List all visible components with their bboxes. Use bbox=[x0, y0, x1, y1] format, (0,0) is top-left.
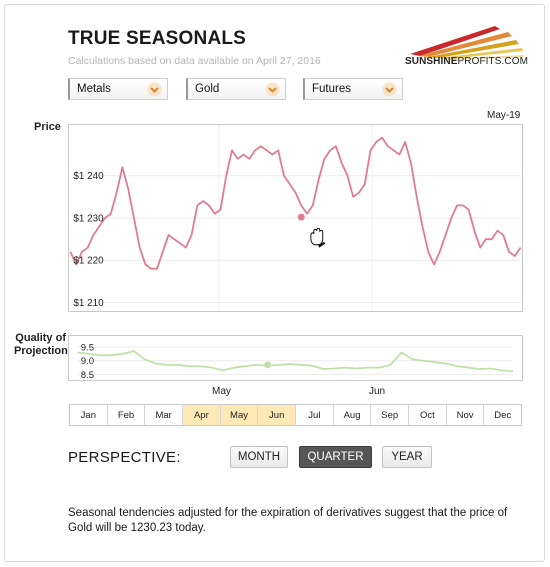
month-apr[interactable]: Apr bbox=[183, 405, 221, 425]
hand-cursor-icon bbox=[310, 227, 326, 248]
quarter-perspective-button[interactable]: QUARTER bbox=[299, 446, 372, 468]
logo-text: SUNSHINEPROFITS.COM bbox=[405, 56, 528, 67]
quality-chart-label: Quality of Projection bbox=[14, 332, 68, 358]
month-jan[interactable]: Jan bbox=[70, 405, 108, 425]
perspective-label: PERSPECTIVE: bbox=[68, 449, 181, 466]
month-jun[interactable]: Jun bbox=[258, 405, 297, 425]
forecast-description: Seasonal tendencies adjusted for the exp… bbox=[68, 507, 508, 534]
price-chart-label: Price bbox=[34, 121, 61, 133]
quality-tick-label: 8.5 bbox=[81, 370, 94, 381]
month-perspective-button[interactable]: MONTH bbox=[230, 446, 288, 468]
logo-brand-light: PROFITS.COM bbox=[457, 56, 529, 67]
price-chart[interactable]: $1 210 $1 220 $1 230 $1 240 bbox=[68, 124, 523, 312]
chevron-down-icon bbox=[382, 82, 397, 97]
sunshine-profits-logo[interactable] bbox=[400, 18, 525, 73]
sun-rays-icon bbox=[410, 26, 524, 60]
month-sep[interactable]: Sep bbox=[371, 405, 410, 425]
quality-series-line bbox=[77, 350, 514, 373]
month-mar[interactable]: Mar bbox=[145, 405, 184, 425]
instrument-select[interactable]: Gold bbox=[186, 78, 286, 100]
month-jul[interactable]: Jul bbox=[296, 405, 334, 425]
market-select-value: Metals bbox=[77, 83, 111, 95]
price-current-marker[interactable] bbox=[297, 213, 305, 221]
month-aug[interactable]: Aug bbox=[333, 405, 372, 425]
period-tick-may: May bbox=[212, 386, 231, 397]
quality-label-line2: Projection bbox=[14, 345, 68, 357]
price-tick-label: $1 210 bbox=[73, 298, 104, 309]
quality-chart[interactable]: 8.5 9.0 9.5 bbox=[68, 335, 523, 381]
month-dec[interactable]: Dec bbox=[484, 405, 522, 425]
page-subtitle: Calculations based on data available on … bbox=[68, 55, 321, 67]
chevron-down-icon bbox=[265, 82, 280, 97]
instrument-select-value: Gold bbox=[195, 83, 220, 95]
month-may[interactable]: May bbox=[220, 405, 259, 425]
type-select[interactable]: Futures bbox=[303, 78, 403, 100]
price-tick-label: $1 220 bbox=[73, 256, 104, 267]
month-oct[interactable]: Oct bbox=[409, 405, 447, 425]
quality-label-line1: Quality of bbox=[15, 332, 66, 344]
quality-tick-label: 9.5 bbox=[81, 342, 94, 353]
quality-tick-label: 9.0 bbox=[81, 356, 94, 367]
current-date-tag: May-19 bbox=[487, 110, 521, 121]
month-navigator: Jan Feb Mar Apr May Jun Jul Aug Sep Oct … bbox=[69, 404, 522, 426]
year-perspective-button[interactable]: YEAR bbox=[382, 446, 432, 468]
period-tick-jun: Jun bbox=[369, 386, 386, 397]
quality-current-marker[interactable] bbox=[264, 361, 271, 369]
page-title: TRUE SEASONALS bbox=[68, 28, 247, 49]
price-tick-label: $1 240 bbox=[73, 171, 104, 182]
type-select-value: Futures bbox=[312, 83, 351, 95]
price-tick-label: $1 230 bbox=[73, 213, 104, 224]
month-feb[interactable]: Feb bbox=[107, 405, 146, 425]
month-nov[interactable]: Nov bbox=[446, 405, 485, 425]
market-select[interactable]: Metals bbox=[68, 78, 168, 100]
price-series-line bbox=[69, 136, 522, 270]
logo-brand-bold: SUNSHINE bbox=[405, 56, 458, 67]
chevron-down-icon bbox=[147, 82, 162, 97]
